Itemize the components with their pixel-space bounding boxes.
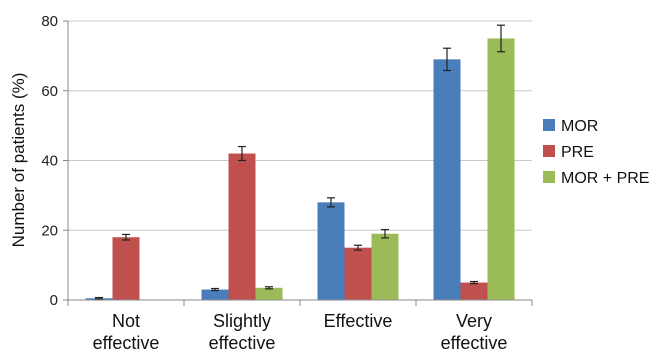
bar-mor-pre-2: [371, 233, 399, 300]
x-category-label: Not effective: [93, 311, 160, 353]
x-category-label: Effective: [324, 311, 393, 331]
x-category-label: Slightly effective: [209, 311, 276, 353]
error-bar: [470, 280, 478, 285]
axes: [63, 20, 533, 306]
bars: [85, 38, 515, 300]
legend: MOR PRE MOR + PRE: [543, 118, 649, 187]
error-bar: [211, 287, 219, 292]
bar-mor-2: [317, 202, 345, 300]
y-tick-labels: 0 20 40 60 80: [41, 13, 58, 309]
legend-swatch: [543, 145, 555, 157]
error-bar: [122, 233, 130, 241]
x-category-labels: Not effective Slightly effective Effective Ve…: [93, 311, 508, 353]
y-axis-title: Number of patients (%): [9, 73, 28, 248]
error-bar: [95, 296, 103, 300]
y-tick-label-20: 20: [41, 222, 58, 239]
y-tick-label-60: 60: [41, 83, 58, 100]
bar-mor-1: [201, 289, 229, 300]
bar-pre-0: [112, 237, 140, 300]
bar-pre-3: [460, 282, 488, 300]
legend-swatch: [543, 119, 555, 131]
x-category-label: Very effective: [441, 311, 508, 353]
bar-pre-2: [344, 247, 372, 300]
legend-label: MOR + PRE: [561, 170, 649, 187]
error-bar: [381, 228, 389, 239]
bar-mor-3: [433, 59, 461, 300]
error-bar: [354, 244, 362, 251]
error-bar: [327, 197, 335, 208]
y-tick-label-0: 0: [50, 292, 58, 309]
legend-swatch: [543, 171, 555, 183]
bar-pre-1: [228, 153, 256, 300]
y-tick-label-40: 40: [41, 153, 58, 170]
legend-label: PRE: [561, 144, 594, 161]
error-bar: [443, 47, 451, 72]
bar-mor-pre-3: [487, 38, 515, 300]
bar-mor-pre-1: [255, 287, 283, 300]
error-bars: [95, 24, 505, 300]
gridlines: [68, 20, 532, 231]
legend-label: MOR: [561, 118, 598, 135]
y-tick-label-80: 80: [41, 13, 58, 30]
error-bar: [238, 145, 246, 162]
error-bar: [265, 286, 273, 290]
error-bar: [497, 24, 505, 53]
